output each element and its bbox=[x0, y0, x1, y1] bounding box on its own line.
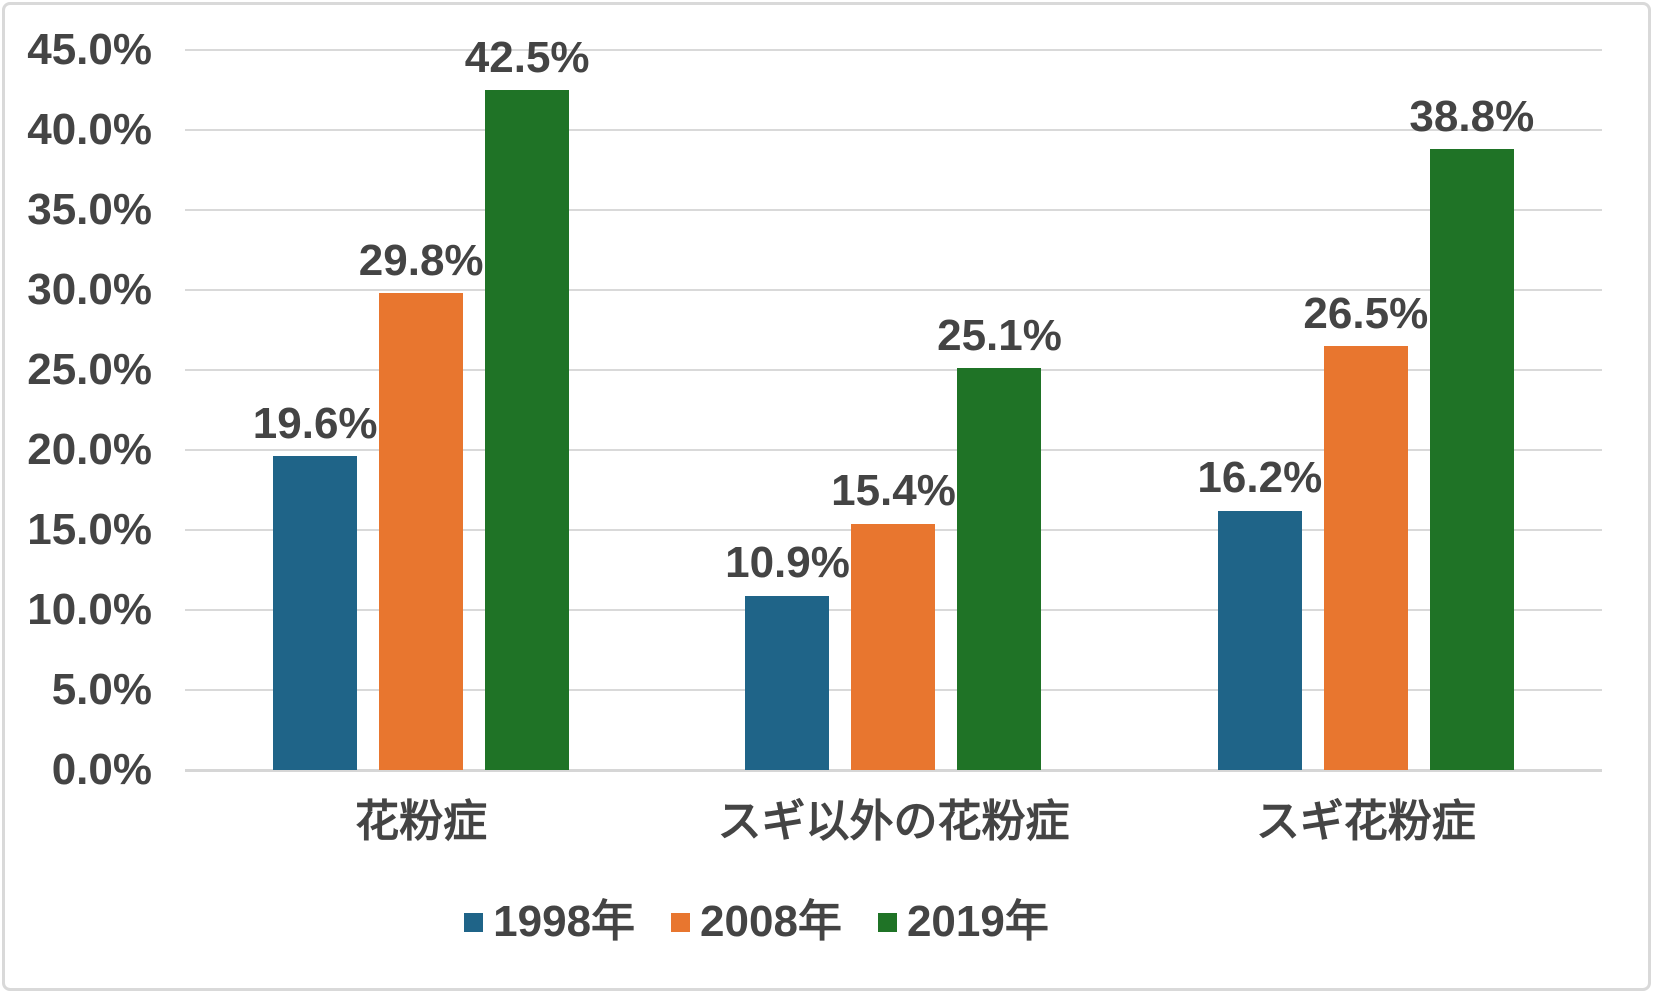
bar-value-label: 19.6% bbox=[252, 399, 378, 449]
category-label: 花粉症 bbox=[355, 797, 488, 846]
legend: 1998年 2008年 2019年 bbox=[0, 900, 1583, 944]
x-axis-line bbox=[185, 769, 1602, 772]
legend-swatch-icon bbox=[877, 912, 897, 932]
bar-group: 16.2% 26.5% 38.8% bbox=[1130, 50, 1602, 770]
bar: 25.1% bbox=[937, 311, 1062, 770]
y-axis-tick-label: 30.0% bbox=[27, 265, 152, 314]
y-axis-tick-label: 25.0% bbox=[27, 345, 152, 394]
legend-label: 2008年 bbox=[700, 897, 842, 946]
gridline bbox=[185, 49, 1602, 51]
bar-value-label: 42.5% bbox=[464, 32, 590, 82]
category-label: スギ花粉症 bbox=[1255, 797, 1476, 846]
bar: 10.9% bbox=[725, 538, 850, 770]
bar-value-label: 25.1% bbox=[937, 311, 1062, 361]
legend-swatch-icon bbox=[464, 912, 484, 932]
y-axis-tick-label: 35.0% bbox=[27, 185, 152, 234]
bar-value-label: 15.4% bbox=[831, 466, 956, 516]
legend-label: 1998年 bbox=[493, 897, 636, 946]
legend-item: 2019年 bbox=[877, 897, 1049, 946]
bar: 29.8% bbox=[359, 236, 484, 770]
bar: 15.4% bbox=[831, 466, 956, 770]
legend-item: 1998年 bbox=[464, 900, 635, 944]
gridline bbox=[185, 449, 1602, 451]
y-axis-tick-label: 45.0% bbox=[27, 25, 152, 74]
bar-value-label: 29.8% bbox=[358, 235, 484, 285]
gridline bbox=[185, 129, 1602, 131]
legend-swatch-icon bbox=[671, 912, 691, 932]
gridline bbox=[185, 209, 1602, 211]
bar-group: 19.6% 29.8% 42.5% bbox=[185, 33, 657, 770]
bar-value-label: 38.8% bbox=[1409, 91, 1535, 141]
bar: 19.6% bbox=[253, 399, 378, 770]
y-axis-tick-label: 0.0% bbox=[51, 745, 152, 794]
category-label: スギ以外の花粉症 bbox=[717, 797, 1070, 846]
bar: 16.2% bbox=[1197, 454, 1322, 770]
bars-layer: 19.6% 29.8% 42.5% 10.9% 15.4% 25.1% 16.2% 26.5%… bbox=[185, 33, 1602, 770]
plot-area: 19.6% 29.8% 42.5% 10.9% 15.4% 25.1% 16.2% 26.5%… bbox=[185, 33, 1602, 772]
y-axis-tick-label: 5.0% bbox=[51, 665, 152, 714]
y-axis-tick-label: 15.0% bbox=[27, 505, 152, 554]
bar: 26.5% bbox=[1303, 289, 1428, 770]
bar: 38.8% bbox=[1409, 92, 1534, 770]
bar-value-label: 16.2% bbox=[1197, 453, 1323, 503]
bar-value-label: 10.9% bbox=[725, 538, 850, 588]
bar-group: 10.9% 15.4% 25.1% bbox=[657, 50, 1129, 770]
legend-item: 2008年 bbox=[671, 900, 842, 944]
y-axis-labels: 45.0% 40.0% 35.0% 30.0% 25.0% 20.0% 15.0% 10.0%… bbox=[0, 25, 152, 794]
legend-label: 2019年 bbox=[906, 897, 1049, 946]
bar: 42.5% bbox=[465, 33, 590, 770]
x-axis-labels: 花粉症 スギ以外の花粉症 スギ花粉症 bbox=[185, 797, 1602, 846]
y-axis-tick-label: 20.0% bbox=[27, 425, 152, 474]
y-axis-tick-label: 10.0% bbox=[27, 585, 152, 634]
gridline bbox=[185, 369, 1602, 371]
gridline bbox=[185, 289, 1602, 291]
bar-value-label: 26.5% bbox=[1303, 288, 1429, 338]
y-axis-tick-label: 40.0% bbox=[27, 105, 152, 154]
